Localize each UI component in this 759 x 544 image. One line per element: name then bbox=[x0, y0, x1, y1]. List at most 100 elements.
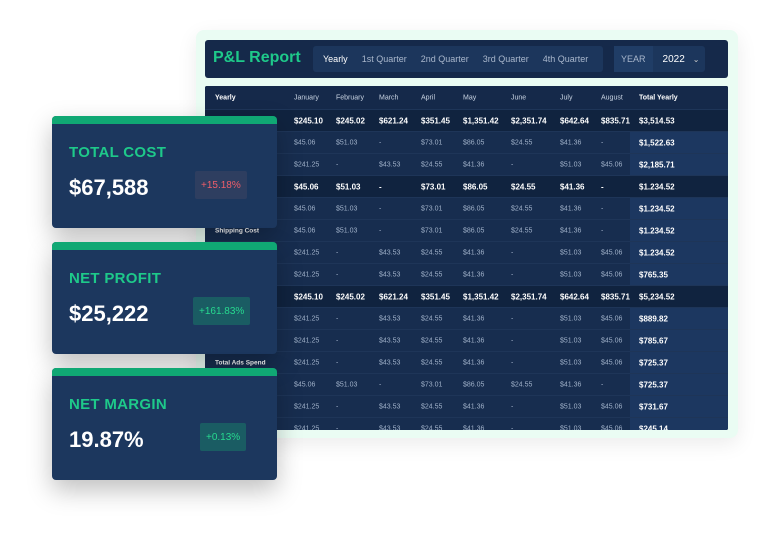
table-cell: $24.55 bbox=[511, 381, 533, 388]
table-cell: $241.25 bbox=[294, 161, 320, 168]
table-row: $241.25 - $43.53 $24.55 $41.36 - $51.03 $45.06 $… bbox=[205, 242, 728, 264]
table-cell: $86.05 bbox=[463, 227, 485, 234]
row-total: $731.67 bbox=[639, 402, 668, 411]
table-cell: $41.36 bbox=[560, 139, 582, 146]
table-cell: $45.06 bbox=[601, 161, 623, 168]
table-cell: $245.02 bbox=[336, 116, 365, 125]
column-header[interactable]: June bbox=[511, 94, 527, 101]
table-cell: $24.55 bbox=[421, 403, 443, 410]
table-cell: $41.36 bbox=[463, 425, 485, 430]
table-cell: $24.55 bbox=[421, 271, 443, 278]
table-cell: $73.01 bbox=[421, 182, 446, 191]
year-value: 2022 bbox=[662, 53, 685, 65]
table-cell: $86.05 bbox=[463, 205, 485, 212]
table-cell: $2,351.74 bbox=[511, 292, 547, 301]
table-cell: - bbox=[336, 425, 339, 430]
column-header[interactable]: March bbox=[379, 94, 399, 101]
kpi-card-total-cost: TOTAL COST $67,588 +15.18% bbox=[52, 116, 277, 228]
row-total: $889.82 bbox=[639, 314, 668, 323]
table-cell: $41.36 bbox=[560, 182, 585, 191]
table-cell: $245.02 bbox=[336, 292, 365, 301]
column-header[interactable]: May bbox=[463, 94, 477, 101]
table-cell: $241.25 bbox=[294, 425, 320, 430]
table-cell: $45.06 bbox=[601, 315, 623, 322]
row-total: $1.234.52 bbox=[639, 182, 675, 191]
table-cell: $86.05 bbox=[463, 381, 485, 388]
page-title: P&L Report bbox=[213, 49, 301, 66]
table-cell: $24.55 bbox=[421, 315, 443, 322]
table-cell: $24.55 bbox=[511, 139, 533, 146]
table-cell: - bbox=[336, 359, 339, 366]
table-cell: - bbox=[379, 381, 382, 388]
table-cell: $41.36 bbox=[463, 249, 485, 256]
table-cell: - bbox=[511, 249, 514, 256]
row-total: $3,514.53 bbox=[639, 116, 675, 125]
table-cell: $621.24 bbox=[379, 116, 408, 125]
table-row: Total Ads Spend $241.25 - $43.53 $24.55 $41.3… bbox=[205, 352, 728, 374]
table-row: $245.10 $245.02 $621.24 $351.45 $1,351.42 $2,… bbox=[205, 110, 728, 132]
table-row: $45.06 $51.03 - $73.01 $86.05 $24.55 $41.36 - $1… bbox=[205, 198, 728, 220]
table-cell: $41.36 bbox=[463, 315, 485, 322]
table-cell: - bbox=[336, 161, 339, 168]
table-cell: $24.55 bbox=[511, 227, 533, 234]
table-cell: $43.53 bbox=[379, 337, 401, 344]
table-cell: $41.36 bbox=[560, 227, 582, 234]
card-accent-bar bbox=[52, 242, 277, 250]
column-header[interactable]: January bbox=[294, 94, 319, 101]
column-header[interactable]: Total Yearly bbox=[639, 94, 678, 101]
table-row: $45.06 $51.03 - $73.01 $86.05 $24.55 $41.36 - $1… bbox=[205, 176, 728, 198]
table-header-row: Yearly January February March April May June Ju… bbox=[205, 86, 728, 110]
column-header[interactable]: February bbox=[336, 94, 365, 101]
table-cell: $241.25 bbox=[294, 271, 320, 278]
row-total: $1.234.52 bbox=[639, 248, 675, 257]
column-header[interactable]: July bbox=[560, 94, 573, 101]
table-cell: - bbox=[336, 337, 339, 344]
table-row: $241.25 - $43.53 $24.55 $41.36 - $51.03 $45.06 $… bbox=[205, 264, 728, 286]
table-cell: $45.06 bbox=[601, 403, 623, 410]
row-total: $2,185.71 bbox=[639, 160, 675, 169]
table-cell: $351.45 bbox=[421, 116, 450, 125]
card-title: TOTAL COST bbox=[69, 144, 167, 161]
table-cell: $43.53 bbox=[379, 249, 401, 256]
table-cell: $45.06 bbox=[294, 139, 316, 146]
tab-yearly[interactable]: Yearly bbox=[323, 54, 348, 64]
table-cell: $835.71 bbox=[601, 292, 630, 301]
row-total: $1.234.52 bbox=[639, 204, 675, 213]
table-cell: $51.03 bbox=[560, 161, 582, 168]
table-cell: $2,351.74 bbox=[511, 116, 547, 125]
tab-4th-quarter[interactable]: 4th Quarter bbox=[542, 54, 589, 64]
table-cell: $45.06 bbox=[294, 227, 316, 234]
report-header: P&L Report Yearly 1st Quarter 2nd Quarte… bbox=[205, 40, 728, 78]
table-cell: - bbox=[511, 425, 514, 430]
table-cell: - bbox=[379, 182, 382, 191]
table-cell: $24.55 bbox=[421, 425, 443, 430]
tab-1st-quarter[interactable]: 1st Quarter bbox=[361, 54, 407, 64]
column-header[interactable]: Yearly bbox=[215, 94, 236, 101]
table-cell: - bbox=[511, 161, 514, 168]
row-label[interactable]: Total Ads Spend bbox=[215, 359, 266, 366]
table-cell: $241.25 bbox=[294, 337, 320, 344]
table-cell: $73.01 bbox=[421, 227, 443, 234]
table-cell: $51.03 bbox=[560, 425, 582, 430]
column-header[interactable]: April bbox=[421, 94, 436, 101]
year-select[interactable]: YEAR 2022 ⌄ bbox=[614, 46, 705, 72]
row-total: $765.35 bbox=[639, 270, 668, 279]
table-row: $241.25 - $43.53 $24.55 $41.36 - $51.03 $45.06 $… bbox=[205, 154, 728, 176]
table-row: $245.10 $245.02 $621.24 $351.45 $1,351.42 $2,… bbox=[205, 286, 728, 308]
table-cell: $51.03 bbox=[336, 139, 358, 146]
table-cell: $43.53 bbox=[379, 403, 401, 410]
table-cell: $241.25 bbox=[294, 315, 320, 322]
table-cell: - bbox=[379, 205, 382, 212]
column-header[interactable]: August bbox=[601, 94, 623, 101]
row-label[interactable]: Shipping Cost bbox=[215, 227, 260, 234]
row-total: $1.234.52 bbox=[639, 226, 675, 235]
card-title: NET PROFIT bbox=[69, 270, 162, 287]
table-cell: - bbox=[601, 139, 604, 146]
tab-3rd-quarter[interactable]: 3rd Quarter bbox=[482, 54, 529, 64]
table-cell: $86.05 bbox=[463, 182, 488, 191]
tab-2nd-quarter[interactable]: 2nd Quarter bbox=[420, 54, 469, 64]
table-cell: $351.45 bbox=[421, 292, 450, 301]
table-cell: $241.25 bbox=[294, 403, 320, 410]
table-cell: $51.03 bbox=[336, 227, 358, 234]
table-cell: - bbox=[511, 403, 514, 410]
